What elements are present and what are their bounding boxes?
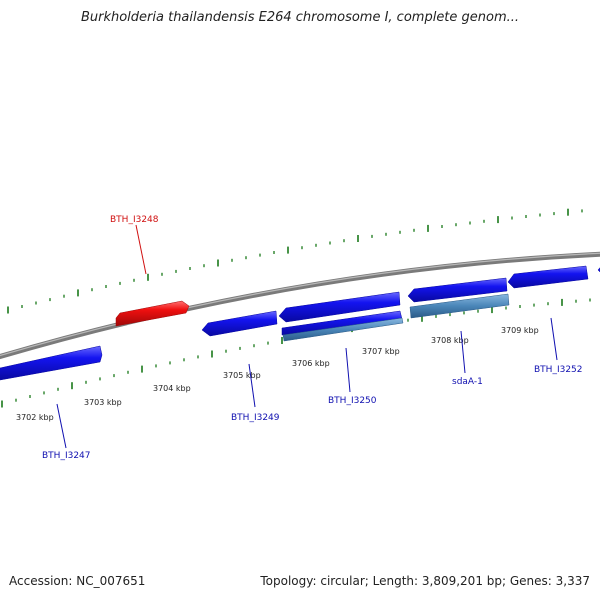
leader-line — [56, 403, 67, 449]
gene-label-bth-i3247[interactable]: BTH_I3247 — [42, 451, 91, 461]
accession-text: Accession: NC_007651 — [9, 574, 146, 588]
gene-feature-bth-i3248[interactable] — [115, 300, 190, 327]
rna-feature-sdaa-1[interactable] — [409, 293, 510, 319]
gene-label-bth-i3248[interactable]: BTH_I3248 — [110, 215, 159, 225]
gene-label-sdaa-1[interactable]: sdaA-1 — [452, 377, 483, 387]
gene-features — [0, 265, 600, 381]
map-title: Burkholderia thailandensis E264 chromoso… — [80, 10, 520, 25]
position-labels: 3702 kbp 3703 kbp 3704 kbp 3705 kbp 3706… — [16, 326, 539, 422]
leader-line — [248, 363, 256, 408]
leader-line — [345, 347, 351, 393]
gene-label-bth-i3249[interactable]: BTH_I3249 — [231, 413, 280, 423]
label-leaders — [56, 224, 558, 449]
leader-line — [135, 224, 147, 275]
position-label: 3705 kbp — [223, 371, 261, 380]
position-label: 3702 kbp — [16, 413, 54, 422]
gene-label-bth-i3250[interactable]: BTH_I3250 — [328, 396, 377, 406]
chromosome-backbone — [0, 251, 600, 360]
position-label: 3704 kbp — [153, 384, 191, 393]
topology-summary: Topology: circular; Length: 3,809,201 bp… — [260, 574, 590, 588]
position-label: 3709 kbp — [501, 326, 539, 335]
rna-feature-bth-i3250[interactable] — [282, 317, 404, 342]
gene-feature-3708[interactable] — [407, 277, 508, 303]
position-label: 3703 kbp — [84, 398, 122, 407]
leader-line — [550, 317, 558, 361]
gene-feature-bth-i3249[interactable] — [201, 310, 278, 337]
position-label: 3708 kbp — [431, 336, 469, 345]
position-label: 3707 kbp — [362, 347, 400, 356]
gene-label-bth-i3252[interactable]: BTH_I3252 — [534, 365, 583, 375]
gene-feature-bth-i3252[interactable] — [507, 265, 589, 289]
gene-labels: BTH_I3248 BTH_I3247 BTH_I3249 BTH_I3250 … — [42, 215, 583, 461]
gene-feature-bth-i3250a[interactable] — [278, 291, 401, 323]
gene-feature-bth-i3247[interactable] — [0, 345, 103, 381]
leader-line — [460, 330, 466, 374]
tick-track-upper — [7, 208, 583, 314]
position-label: 3706 kbp — [292, 359, 330, 368]
